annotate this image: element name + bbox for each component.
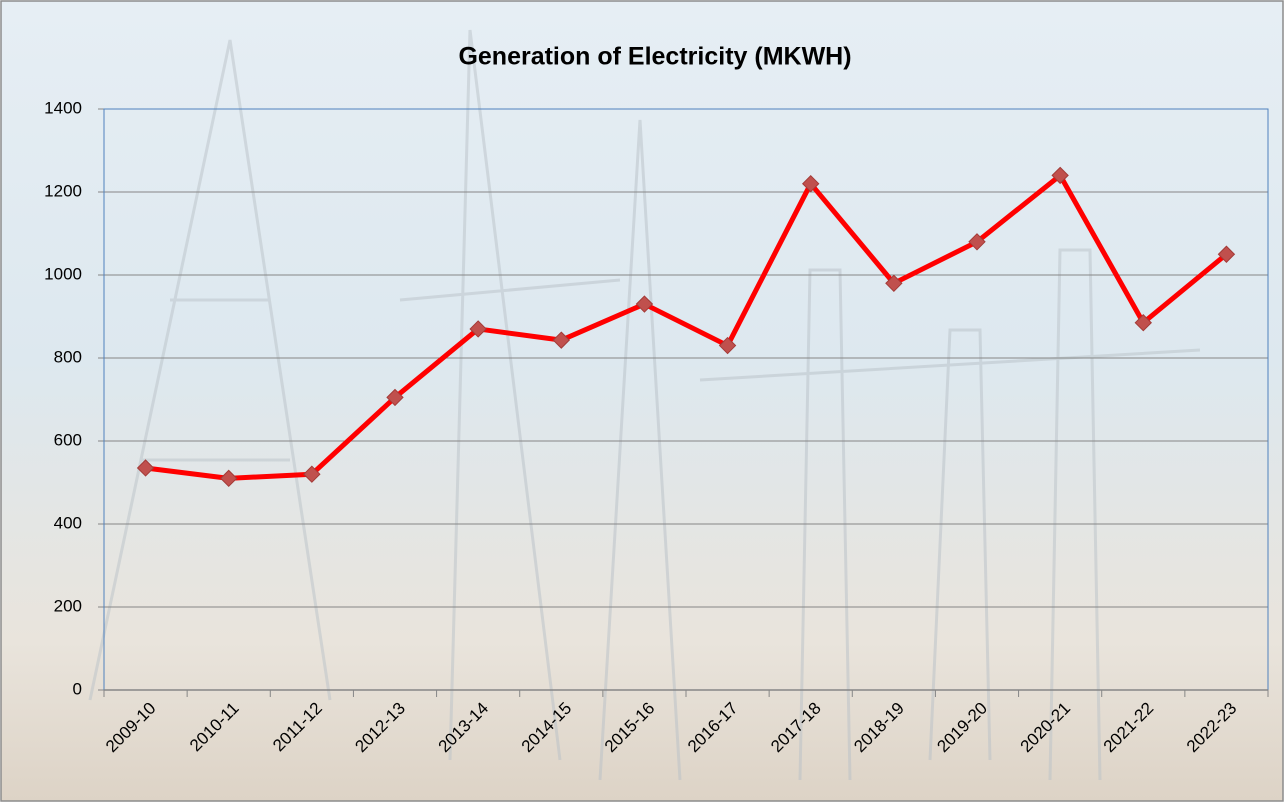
y-tick-label: 400: [54, 513, 82, 532]
chart-background: [1, 1, 1283, 801]
y-tick-label: 1200: [44, 181, 82, 200]
page: {"chart_data": {"type": "line", "title":…: [0, 0, 1284, 802]
chart-title: Generation of Electricity (MKWH): [458, 43, 851, 71]
chart: Generation of Electricity (MKWH) 0 200 400…: [0, 0, 1284, 802]
y-tick-label: 1400: [44, 98, 82, 117]
y-tick-label: 600: [54, 430, 82, 449]
y-tick-label: 1000: [44, 264, 82, 283]
y-tick-label: 200: [54, 596, 82, 615]
y-tick-label: 0: [73, 679, 82, 698]
y-tick-label: 800: [54, 347, 82, 366]
